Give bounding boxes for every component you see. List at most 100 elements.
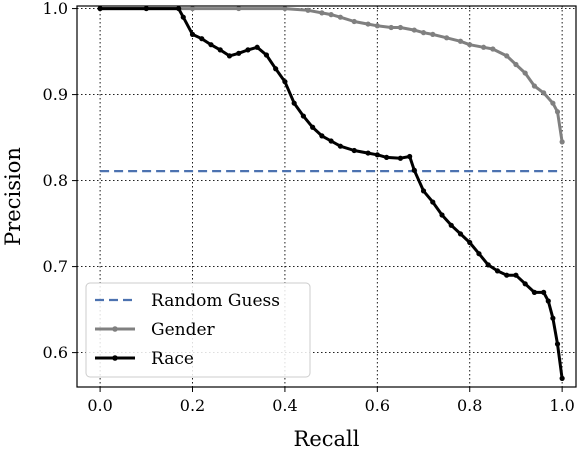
data-point-race bbox=[554, 341, 561, 347]
data-point-race bbox=[300, 113, 306, 119]
data-point-gender bbox=[305, 7, 311, 13]
data-point-gender bbox=[531, 83, 538, 89]
data-point-race bbox=[291, 100, 297, 106]
data-point-gender bbox=[365, 21, 371, 27]
data-point-gender bbox=[457, 38, 464, 44]
data-point-race bbox=[494, 268, 501, 274]
data-point-race bbox=[448, 222, 454, 228]
data-point-gender bbox=[397, 24, 404, 31]
data-point-race bbox=[263, 52, 270, 58]
data-point-race bbox=[97, 5, 103, 12]
data-point-gender bbox=[337, 14, 343, 20]
data-point-gender bbox=[430, 31, 436, 37]
data-point-race bbox=[485, 262, 491, 268]
data-point-gender bbox=[490, 46, 496, 52]
data-point-race bbox=[365, 150, 371, 156]
data-point-gender bbox=[541, 90, 547, 96]
data-point-race bbox=[180, 14, 186, 20]
data-point-gender bbox=[236, 5, 242, 12]
data-point-gender bbox=[550, 100, 556, 106]
legend-marker-race bbox=[112, 355, 118, 361]
data-point-race bbox=[337, 143, 343, 149]
x-tick-label: 0.4 bbox=[272, 396, 297, 415]
y-tick-label: 1.0 bbox=[43, 0, 68, 18]
data-point-race bbox=[236, 50, 242, 56]
data-point-gender bbox=[328, 12, 334, 18]
x-tick-label: 1.0 bbox=[549, 396, 574, 415]
data-point-race bbox=[383, 154, 390, 160]
data-point-race bbox=[310, 124, 316, 130]
data-point-gender bbox=[513, 61, 519, 68]
data-point-race bbox=[176, 5, 182, 12]
data-point-race bbox=[550, 315, 556, 321]
series-line-gender bbox=[100, 7, 564, 143]
data-point-race bbox=[531, 289, 538, 295]
x-tick-label: 0.8 bbox=[457, 396, 482, 415]
data-point-race bbox=[411, 167, 417, 173]
x-tick-label: 0.0 bbox=[87, 396, 112, 415]
data-point-gender bbox=[411, 27, 417, 33]
data-point-race bbox=[559, 375, 565, 381]
x-tick-label: 0.2 bbox=[180, 396, 205, 415]
data-point-gender bbox=[388, 24, 394, 31]
data-point-race bbox=[504, 272, 510, 278]
data-point-gender bbox=[282, 5, 288, 12]
data-point-gender bbox=[467, 42, 473, 48]
legend-marker-gender bbox=[112, 326, 118, 332]
tick-layer: 0.0 0.2 0.4 0.6 0.8 1.0 0.6 0.7 0.8 0.9 1.0 bbox=[43, 0, 575, 415]
data-point-race bbox=[457, 231, 464, 237]
data-point-race bbox=[513, 272, 519, 278]
data-point-race bbox=[189, 31, 196, 37]
data-point-race bbox=[420, 188, 427, 194]
series-line-race bbox=[100, 7, 564, 379]
data-point-race bbox=[397, 155, 404, 161]
data-point-gender bbox=[444, 35, 450, 41]
data-point-gender bbox=[480, 44, 487, 50]
x-axis-title: Recall bbox=[294, 427, 360, 451]
data-point-race bbox=[217, 47, 223, 53]
data-point-race bbox=[541, 289, 547, 295]
data-point-gender bbox=[522, 70, 528, 76]
data-point-gender bbox=[554, 109, 561, 115]
data-point-gender bbox=[504, 53, 510, 59]
legend-box bbox=[85, 282, 311, 378]
legend-label-race: Race bbox=[151, 349, 194, 369]
data-point-race bbox=[545, 298, 551, 304]
data-point-gender bbox=[351, 18, 357, 25]
y-tick-label: 0.8 bbox=[43, 171, 68, 190]
data-point-race bbox=[439, 212, 445, 218]
data-point-race bbox=[476, 251, 482, 257]
data-point-race bbox=[143, 5, 149, 12]
y-axis-title: Precision bbox=[1, 147, 25, 246]
data-point-race bbox=[467, 239, 473, 246]
data-point-race bbox=[254, 44, 260, 50]
data-point-gender bbox=[319, 10, 325, 16]
data-point-race bbox=[199, 36, 205, 42]
data-point-gender bbox=[374, 23, 380, 29]
plot-frame bbox=[76, 5, 577, 388]
data-point-race bbox=[282, 79, 288, 85]
data-point-race bbox=[351, 147, 357, 154]
data-point-race bbox=[522, 281, 528, 287]
legend-label-random-guess: Random Guess bbox=[151, 291, 280, 311]
data-point-race bbox=[319, 133, 325, 139]
data-point-race bbox=[226, 53, 233, 59]
x-tick-label: 0.6 bbox=[365, 396, 390, 415]
data-point-race bbox=[430, 199, 436, 205]
data-point-race bbox=[374, 152, 380, 158]
data-point-race bbox=[328, 138, 334, 144]
data-point-gender bbox=[420, 30, 427, 36]
data-point-gender bbox=[189, 5, 196, 12]
y-tick-label: 0.6 bbox=[43, 343, 68, 362]
data-point-race bbox=[273, 66, 279, 72]
data-point-gender bbox=[559, 139, 565, 145]
data-point-race bbox=[407, 153, 413, 160]
series-layer bbox=[97, 5, 565, 381]
legend-label-gender: Gender bbox=[151, 320, 216, 340]
data-point-race bbox=[245, 47, 251, 53]
y-tick-label: 0.9 bbox=[43, 85, 68, 104]
data-point-race bbox=[208, 42, 214, 48]
legend: Random Guess Gender Race bbox=[85, 282, 311, 378]
